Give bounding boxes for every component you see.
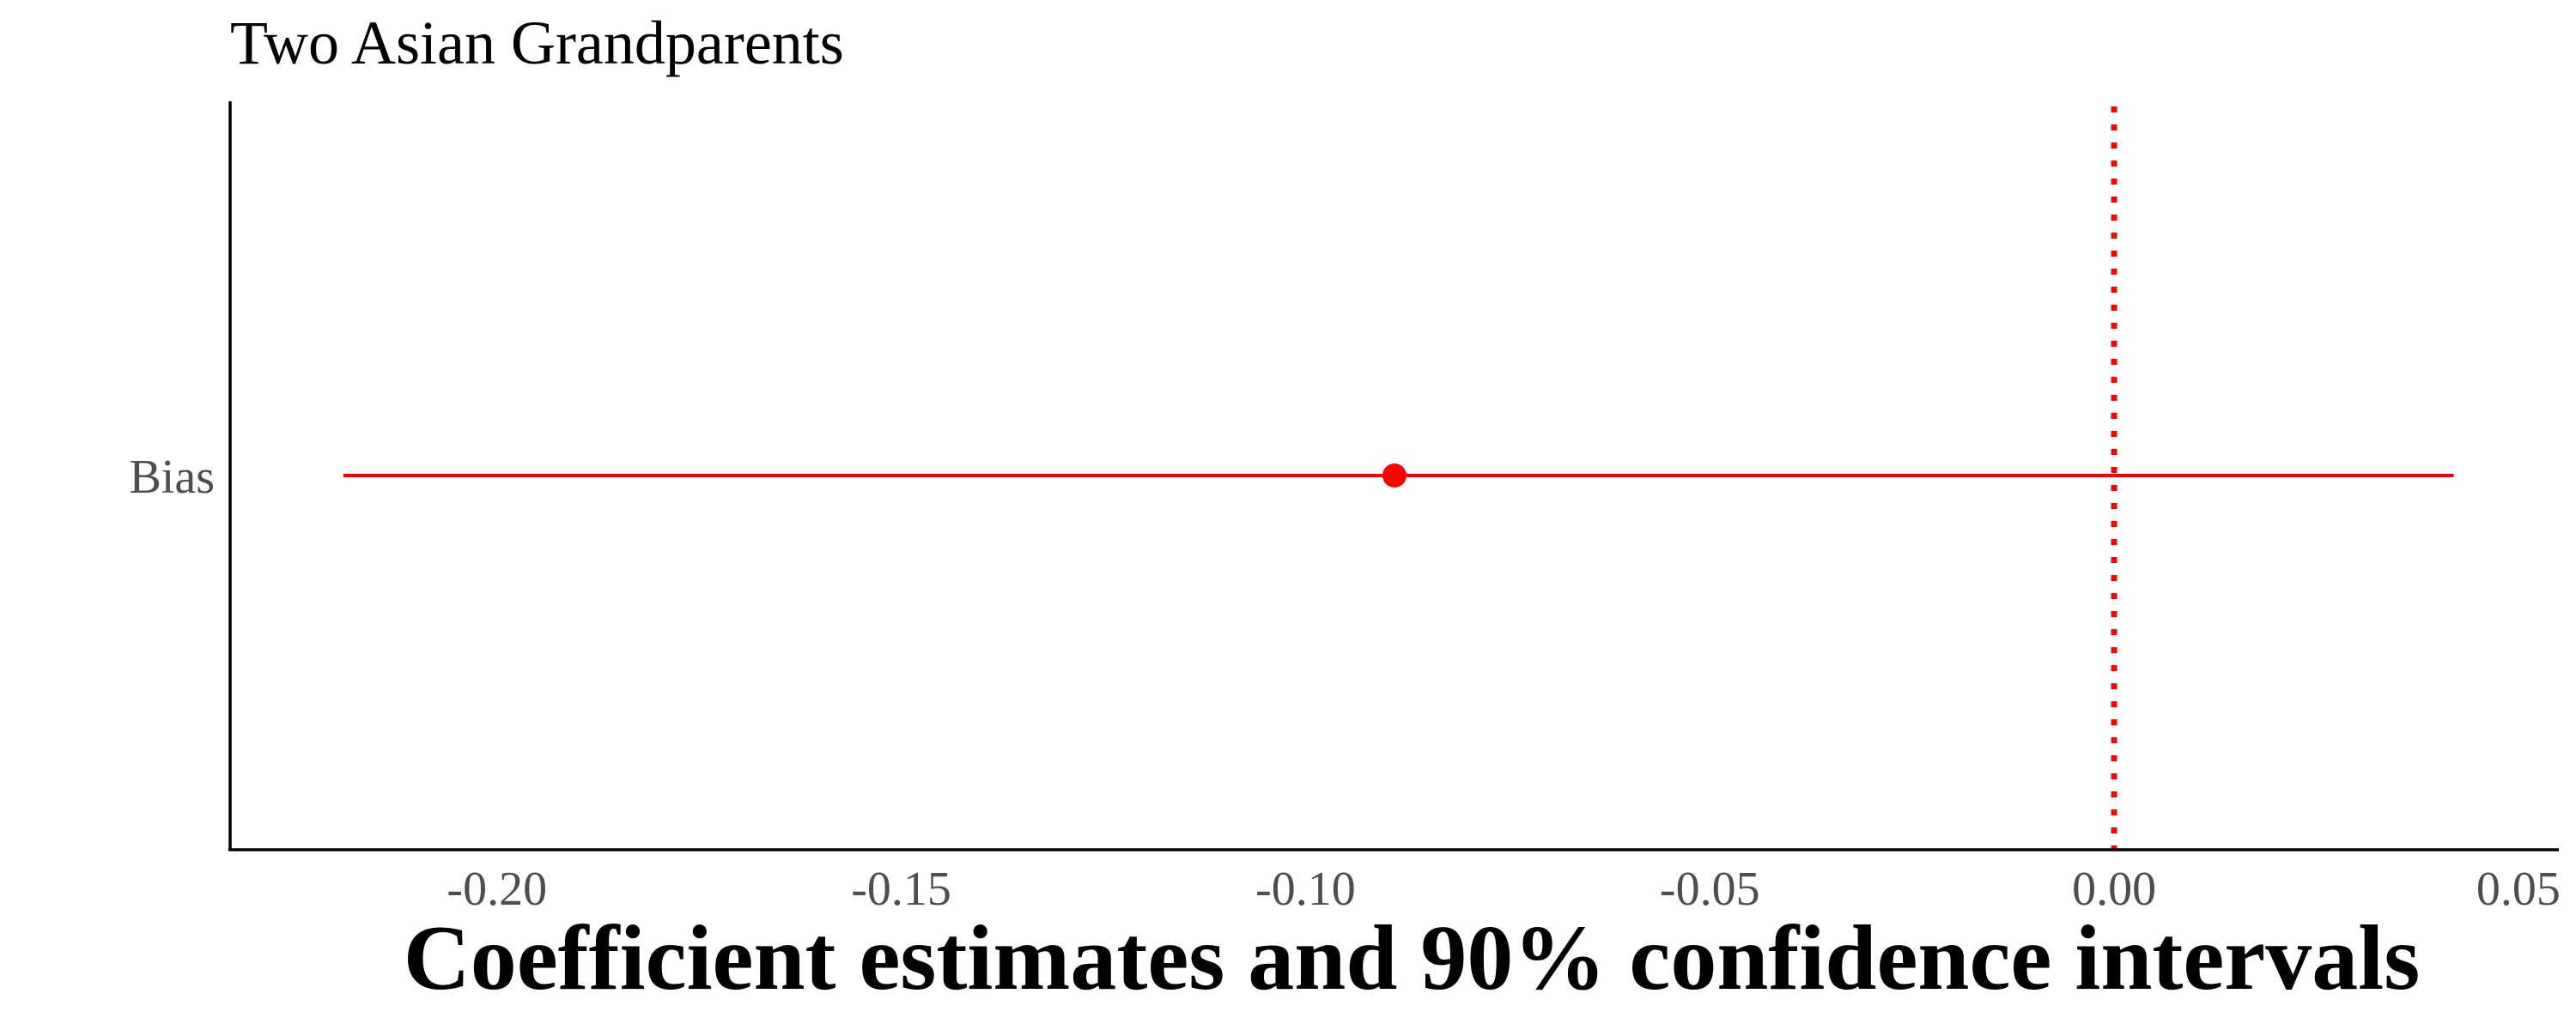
x-tick-label: -0.15: [851, 863, 951, 916]
x-tick-label: 0.00: [2072, 863, 2156, 916]
chart-title: Two Asian Grandparents: [230, 9, 844, 77]
point-estimate: [1382, 464, 1406, 488]
plot-area: [343, 106, 2454, 850]
x-tick-label: -0.10: [1255, 863, 1356, 916]
x-tick-label: -0.05: [1660, 863, 1760, 916]
x-tick-label: 0.05: [2476, 863, 2561, 916]
y-tick-label: Bias: [129, 451, 215, 504]
x-axis-ticks: -0.20 -0.15 -0.10 -0.05 0.00 0.05: [447, 863, 2560, 916]
y-axis-ticks: Bias: [129, 451, 215, 504]
x-axis-title: Coefficient estimates and 90% confidence…: [404, 907, 2421, 1009]
x-tick-label: -0.20: [447, 863, 547, 916]
